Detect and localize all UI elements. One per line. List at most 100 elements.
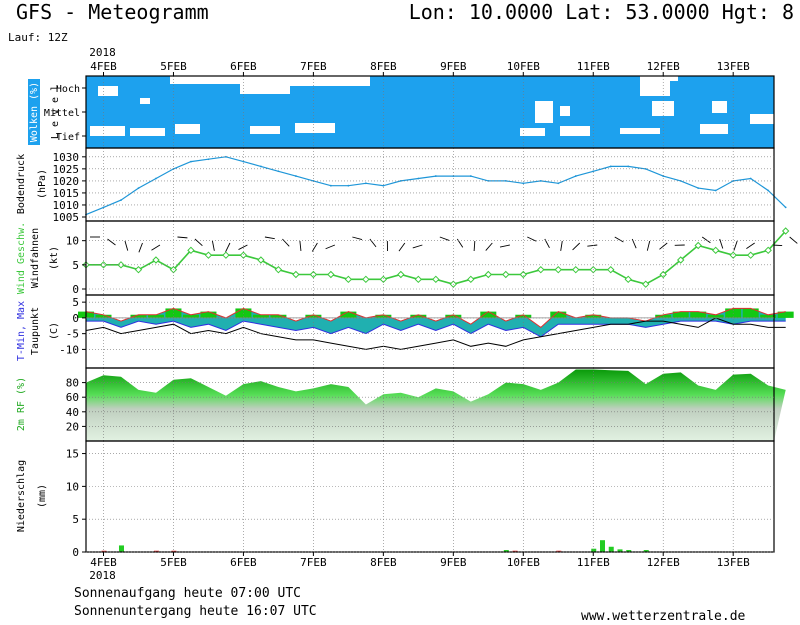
pressure-point — [697, 187, 700, 190]
cloud-level-axis-title-text: L e v e l — [50, 85, 61, 139]
pressure-tick-label: 1025 — [53, 163, 80, 176]
pressure-point — [522, 182, 525, 185]
sunset-text: Sonnenuntergang heute 16:07 UTC — [74, 604, 317, 619]
precipitation-bar — [101, 550, 107, 552]
pressure-point — [732, 179, 735, 182]
temperature-unit: (C) — [49, 322, 60, 340]
wind-barb — [527, 236, 537, 242]
wind-speed-axis-title: Wind Geschw. — [16, 222, 27, 294]
pressure-point — [504, 179, 507, 182]
humidity-tick-label: 20 — [66, 420, 79, 433]
temperature-positive-fill — [182, 314, 199, 318]
wind-speed-point — [484, 270, 493, 279]
pressure-axis-title-text: Bodendruck — [16, 154, 27, 214]
wind-barb — [311, 242, 318, 252]
pressure-point — [120, 199, 122, 202]
temperature-tick-label: 0 — [72, 312, 79, 325]
precipitation-bar — [591, 548, 597, 552]
pressure-point — [260, 165, 262, 168]
top-date-label: 7FEB — [300, 60, 327, 73]
temperature-positive-fill — [410, 314, 427, 318]
temperature-positive-fill — [270, 314, 287, 318]
temperature-positive-fill — [760, 314, 777, 318]
bottom-date-label: 13FEB — [717, 556, 750, 569]
wind-barb — [398, 242, 406, 252]
wind-speed-point — [362, 275, 370, 284]
temperature-positive-fill — [252, 314, 269, 318]
temperature-positive-fill — [480, 311, 497, 318]
temperature-positive-fill — [340, 311, 357, 318]
precipitation-bar — [643, 550, 649, 552]
pressure-point — [347, 184, 350, 187]
location-coordinates: Lon: 10.0000 Lat: 53.0000 Hgt: 8 — [408, 0, 794, 24]
wind-speed-point — [152, 256, 160, 264]
precipitation-tick-label: 5 — [72, 513, 79, 526]
pressure-axis-title: Bodendruck — [16, 154, 27, 214]
top-date-label: 9FEB — [440, 60, 467, 73]
top-date-label: 8FEB — [370, 60, 397, 73]
pressure-point — [767, 189, 770, 192]
cloud-gap — [712, 101, 727, 113]
temperature-positive-fill — [707, 314, 724, 318]
humidity-axis-title: 2m RF (%) — [16, 377, 27, 431]
precipitation-bar — [600, 540, 605, 552]
wind-barb — [544, 238, 550, 249]
wind-barb — [719, 238, 724, 249]
precipitation-bar — [118, 545, 124, 552]
website-credit[interactable]: www.wetterzentrale.de — [581, 609, 746, 624]
cloud-gap — [295, 123, 335, 133]
wind-barb — [572, 242, 581, 251]
cloud-gap — [170, 76, 260, 84]
pressure-point — [452, 175, 455, 177]
dewpoint-axis-title: Taupunkt — [30, 307, 41, 355]
cloud-gap — [140, 98, 150, 104]
cloud-level-label: Mittel — [44, 108, 80, 119]
wind-unit: (kt) — [49, 246, 60, 270]
chart-title: GFS - Meteogramm — [16, 0, 209, 24]
cloud-gap — [660, 76, 678, 81]
wind-tick-label: 0 — [72, 283, 79, 296]
pressure-point — [627, 165, 630, 168]
pressure-point — [382, 184, 385, 187]
precipitation-bar — [617, 549, 623, 552]
wind-barb — [138, 242, 143, 253]
cloud-gap — [90, 126, 125, 136]
precipitation-bar — [503, 550, 509, 552]
precipitation-unit: (mm) — [37, 484, 48, 508]
pressure-point — [364, 182, 367, 185]
temperature-unit-text: (C) — [49, 322, 60, 340]
pressure-point — [102, 206, 105, 209]
wind-speed-point — [99, 261, 108, 269]
precipitation-tick-label: 15 — [66, 448, 79, 461]
pressure-point — [329, 184, 332, 187]
wind-barb — [325, 244, 336, 250]
bottom-date-label: 7FEB — [300, 556, 327, 569]
temperature-tick-label: -5 — [66, 328, 79, 341]
wind-speed-point — [414, 275, 423, 284]
tmin-line — [86, 320, 786, 338]
temperature-axis-title-text: T-Min, Max — [16, 301, 27, 361]
humidity-area — [86, 369, 786, 441]
pressure-point — [784, 206, 787, 209]
wind-barb — [369, 238, 377, 248]
top-date-label: 5FEB — [160, 60, 187, 73]
wind-speed-point — [607, 265, 615, 274]
wind-barb — [456, 238, 464, 248]
panel-border — [85, 147, 775, 222]
temperature-positive-fill — [147, 314, 164, 318]
cloud-gap — [175, 124, 200, 134]
wind-speed-point — [764, 246, 772, 255]
wind-speed-axis-title-text: Wind Geschw. — [16, 222, 27, 294]
cloud-gap — [560, 106, 570, 116]
pressure-point — [574, 175, 577, 177]
bottom-date-label: 9FEB — [440, 556, 467, 569]
bottom-date-label: 6FEB — [230, 556, 257, 569]
wind-speed-point — [222, 251, 230, 259]
wind-barb — [646, 240, 651, 251]
temperature-positive-fill — [690, 311, 707, 318]
tmax-line — [85, 307, 786, 329]
wind-speed-point — [344, 275, 353, 284]
cloud-gap — [240, 76, 290, 94]
precipitation-bar — [153, 550, 159, 552]
pressure-point — [155, 177, 157, 180]
